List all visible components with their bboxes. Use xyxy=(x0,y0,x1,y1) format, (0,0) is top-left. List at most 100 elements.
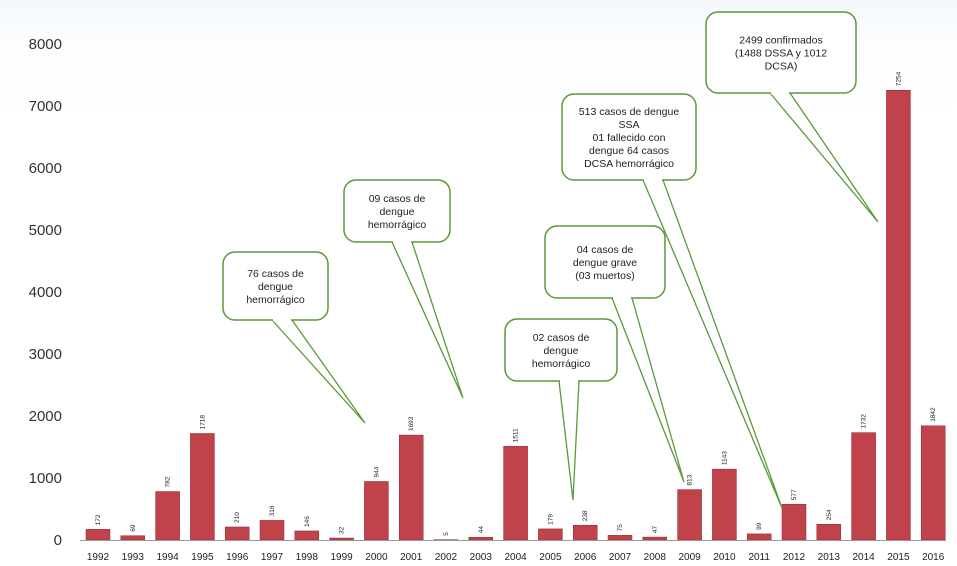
bar-2013 xyxy=(816,524,842,541)
data-label-2003: 44 xyxy=(478,526,485,534)
callout-pointer xyxy=(270,319,366,424)
callout-text-line: dengue xyxy=(258,281,293,293)
callout-text-line: (03 muertos) xyxy=(575,270,635,282)
bar-2004 xyxy=(503,446,528,541)
x-tick-label-2004: 2004 xyxy=(504,552,527,563)
callout-box xyxy=(544,225,666,299)
x-tick-label-2012: 2012 xyxy=(783,552,806,563)
data-label-2000: 944 xyxy=(373,466,380,477)
bar-1997 xyxy=(259,520,285,541)
data-label-2007: 75 xyxy=(617,524,624,532)
bar-2001 xyxy=(398,434,424,541)
data-label-1999: 32 xyxy=(339,526,346,534)
data-label-2009: 813 xyxy=(687,474,694,485)
callout-pointer xyxy=(642,179,783,509)
data-label-2011: 99 xyxy=(756,522,763,530)
data-label-2001: 1693 xyxy=(408,416,415,431)
y-tick-label: 6000 xyxy=(29,160,62,177)
y-axis: 0 1000 2000 3000 4000 5000 6000 7000 8000 xyxy=(29,36,62,549)
bar-1998 xyxy=(294,530,320,541)
callout-pointer xyxy=(611,297,685,483)
bar-1993 xyxy=(120,535,146,541)
y-tick-label: 0 xyxy=(54,532,62,549)
x-tick-label-2005: 2005 xyxy=(539,552,562,563)
x-axis: 1992 1993 1994 1995 1996 1997 1998 1999 2000 2001… xyxy=(80,540,946,563)
callout-text-line: DCSA) xyxy=(765,61,798,73)
bar-2007 xyxy=(607,535,633,541)
callout-text-line: 01 fallecido con xyxy=(593,132,666,144)
x-tick-label-2000: 2000 xyxy=(365,552,388,563)
x-tick-label-2016: 2016 xyxy=(922,552,945,563)
bar-1994 xyxy=(155,491,180,541)
bar-1999 xyxy=(329,537,354,541)
x-tick-label-2014: 2014 xyxy=(852,552,875,563)
y-tick-label: 2000 xyxy=(29,408,62,425)
bar-2006 xyxy=(572,524,598,541)
x-tick-label-2010: 2010 xyxy=(713,552,736,563)
x-tick-label-2011: 2011 xyxy=(748,552,770,563)
x-tick-label-2013: 2013 xyxy=(818,552,841,563)
callout-text-line: dengue grave xyxy=(573,257,637,269)
bar-1995 xyxy=(190,433,215,541)
callout-text-line: 2499 confirmados xyxy=(739,35,822,47)
y-tick-label: 1000 xyxy=(29,470,62,487)
data-label-2014: 1732 xyxy=(861,414,868,429)
x-tick-label-1998: 1998 xyxy=(296,552,319,563)
callout-text-line: 04 casos de xyxy=(577,244,634,256)
callout-text-line: (1488 DSSA y 1012 xyxy=(735,48,827,60)
bar-2000 xyxy=(364,481,389,541)
callout-text-line: dengue xyxy=(543,345,578,357)
callout-text-line: hemorrágico xyxy=(532,358,591,370)
x-tick-label-2001: 2001 xyxy=(400,552,423,563)
bar-1996 xyxy=(224,526,250,541)
data-label-2006: 238 xyxy=(582,510,589,521)
data-label-2015: 7254 xyxy=(895,71,902,86)
data-label-1993: 69 xyxy=(130,524,137,532)
y-tick-label: 8000 xyxy=(29,36,62,53)
x-tick-label-1992: 1992 xyxy=(87,552,110,563)
callout-text-line: DCSA hemorrágico xyxy=(584,158,674,170)
bar-2015 xyxy=(886,90,911,541)
callout-text-line: dengue 64 casos xyxy=(589,145,669,157)
bar-1992 xyxy=(85,529,111,541)
bar-2014 xyxy=(851,432,876,541)
x-tick-label-2007: 2007 xyxy=(609,552,632,563)
x-tick-label-1999: 1999 xyxy=(330,552,353,563)
callout-text-line: 76 casos de xyxy=(247,268,304,280)
bar-2011 xyxy=(746,533,772,541)
y-tick-label: 4000 xyxy=(29,284,62,301)
bar-2008 xyxy=(642,536,668,541)
data-label-2002: 5 xyxy=(443,532,450,536)
x-tick-label-1994: 1994 xyxy=(156,552,179,563)
data-label-2016: 1842 xyxy=(930,407,937,422)
data-label-1994: 782 xyxy=(165,476,172,487)
callout-pointer xyxy=(768,92,879,223)
x-tick-label-1996: 1996 xyxy=(226,552,249,563)
callout-text-line: hemorrágico xyxy=(246,294,305,306)
x-tick-label-2008: 2008 xyxy=(644,552,667,563)
bar-2016 xyxy=(920,425,946,541)
data-label-2008: 47 xyxy=(652,525,659,533)
callout-pointer xyxy=(558,380,580,501)
x-tick-label-2003: 2003 xyxy=(470,552,493,563)
bar-2005 xyxy=(538,528,563,541)
y-tick-label: 7000 xyxy=(29,98,62,115)
x-tick-label-2006: 2006 xyxy=(574,552,597,563)
data-label-2010: 1143 xyxy=(721,451,728,465)
data-label-1998: 146 xyxy=(304,516,311,527)
callout-box xyxy=(561,93,697,181)
bar-2009 xyxy=(677,489,702,541)
callout-text-line: 513 casos de dengue xyxy=(579,106,680,118)
x-tick-label-1993: 1993 xyxy=(122,552,145,563)
y-tick-label: 5000 xyxy=(29,222,62,239)
x-tick-label-1995: 1995 xyxy=(191,552,214,563)
x-tick-label-2015: 2015 xyxy=(887,552,910,563)
